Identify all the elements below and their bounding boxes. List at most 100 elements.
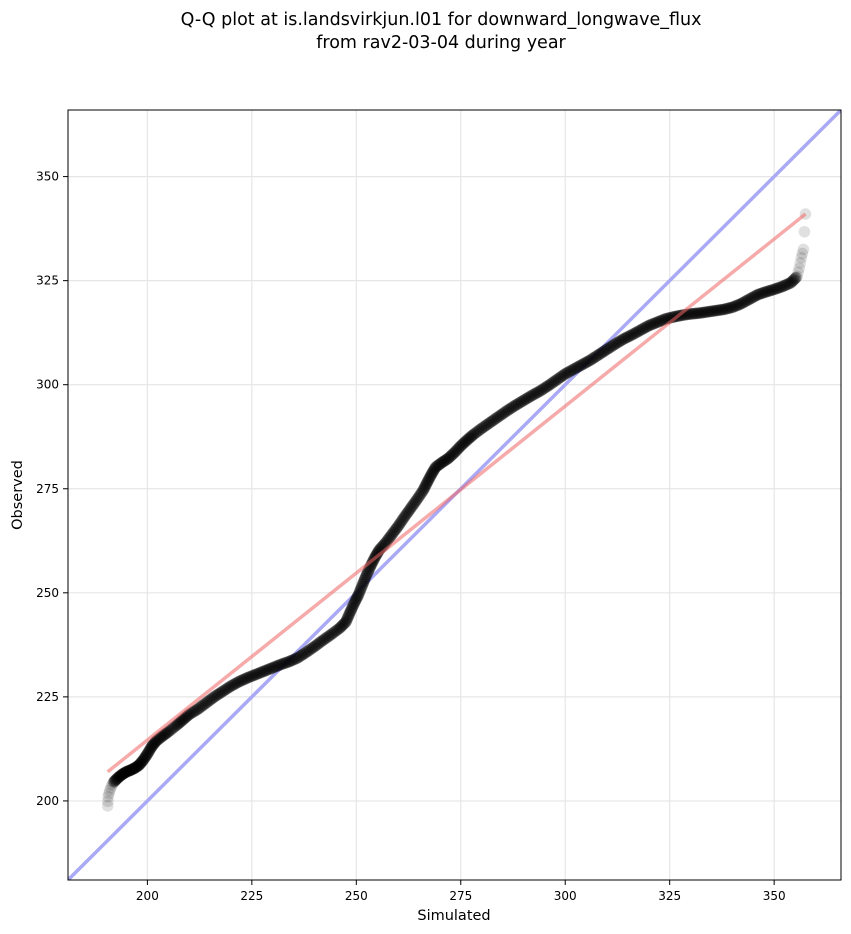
- quantile-point: [723, 302, 735, 314]
- quantile-point: [489, 413, 501, 425]
- quantile-point: [144, 742, 157, 755]
- quantile-point: [472, 425, 485, 437]
- quantile-point: [497, 407, 510, 420]
- quantile-point: [144, 743, 156, 756]
- quantile-point: [275, 658, 287, 671]
- quantile-point: [724, 301, 737, 314]
- quantile-point: [300, 646, 312, 659]
- quantile-point: [534, 385, 546, 397]
- quantile-point: [241, 671, 254, 684]
- quantile-point: [787, 274, 800, 287]
- quantile-point: [793, 262, 806, 274]
- quantile-point: [255, 666, 267, 679]
- quantile-point: [736, 297, 749, 309]
- quantile-point: [211, 688, 224, 701]
- quantile-point: [293, 650, 306, 663]
- quantile-point: [510, 398, 523, 411]
- quantile-point: [728, 300, 740, 313]
- quantile-point: [246, 669, 259, 682]
- quantile-point: [162, 726, 175, 738]
- quantile-point: [110, 773, 123, 786]
- quantile-point: [149, 735, 162, 748]
- quantile-point: [333, 622, 346, 634]
- quantile-point: [706, 305, 719, 317]
- y-tick-label: 275: [36, 482, 59, 496]
- quantile-point: [165, 723, 178, 735]
- quantile-point: [619, 332, 632, 344]
- quantile-point: [338, 617, 351, 629]
- quantile-point: [208, 691, 221, 703]
- quantile-point: [778, 279, 790, 292]
- quantile-point: [446, 449, 458, 461]
- quantile-point: [602, 342, 615, 355]
- quantile-point: [434, 457, 447, 470]
- quantile-point: [278, 657, 291, 670]
- quantile-point: [310, 639, 322, 652]
- quantile-point: [109, 774, 122, 786]
- quantile-point: [122, 765, 134, 777]
- quantile-point: [210, 689, 222, 702]
- quantile-point: [130, 761, 143, 773]
- quantile-point: [713, 304, 725, 316]
- quantile-point: [350, 592, 363, 605]
- quantile-point: [607, 339, 620, 351]
- quantile-point: [342, 610, 355, 623]
- quantile-point: [564, 365, 577, 377]
- quantile-point: [132, 759, 144, 772]
- quantile-point: [392, 520, 404, 533]
- quantile-point: [698, 306, 710, 319]
- quantile-point: [437, 455, 450, 468]
- quantile-point: [332, 623, 344, 636]
- quantile-point: [394, 516, 407, 529]
- quantile-point: [509, 399, 521, 412]
- quantile-point: [428, 464, 440, 476]
- quantile-point: [422, 474, 434, 487]
- quantile-point: [475, 422, 488, 435]
- quantile-point: [159, 727, 172, 740]
- quantile-point: [790, 271, 802, 284]
- quantile-point: [517, 394, 530, 407]
- quantile-point: [154, 731, 167, 744]
- quantile-point: [216, 685, 229, 698]
- quantile-point: [482, 417, 495, 430]
- quantile-point: [454, 440, 467, 452]
- quantile-point: [429, 461, 442, 473]
- quantile-point: [350, 594, 362, 606]
- quantile-point: [796, 247, 809, 260]
- quantile-point: [114, 770, 126, 783]
- quantile-point: [365, 557, 378, 570]
- quantile-point: [519, 393, 531, 406]
- quantile-point: [532, 386, 545, 398]
- quantile-point: [416, 486, 428, 499]
- quantile-point: [494, 409, 506, 422]
- x-axis-ticks: 200 225 250 275 300 325 350: [136, 880, 786, 903]
- quantile-point: [266, 661, 279, 674]
- quantile-point: [466, 429, 478, 442]
- quantile-point: [759, 286, 772, 298]
- quantile-point: [102, 795, 114, 808]
- quantile-point: [126, 763, 139, 776]
- quantile-point: [256, 665, 269, 678]
- quantile-point: [388, 525, 401, 538]
- quantile-point: [541, 380, 553, 393]
- quantile-point: [128, 762, 140, 775]
- quantile-point: [141, 748, 154, 760]
- quantile-point: [522, 391, 535, 404]
- quantile-point: [343, 608, 356, 621]
- quantile-point: [551, 373, 563, 386]
- quantile-point: [458, 436, 471, 449]
- quantile-point: [529, 387, 541, 400]
- quantile-point: [449, 445, 462, 458]
- quantile-point: [711, 304, 724, 317]
- quantile-point: [185, 707, 197, 720]
- plot-area: [68, 110, 841, 880]
- quantile-point: [559, 368, 572, 380]
- quantile-point: [469, 427, 481, 440]
- quantile-point: [106, 779, 118, 791]
- quantile-point: [131, 760, 144, 773]
- quantile-point: [124, 764, 137, 776]
- quantile-point: [251, 667, 264, 680]
- quantile-point: [138, 753, 150, 765]
- quantile-point: [579, 357, 592, 369]
